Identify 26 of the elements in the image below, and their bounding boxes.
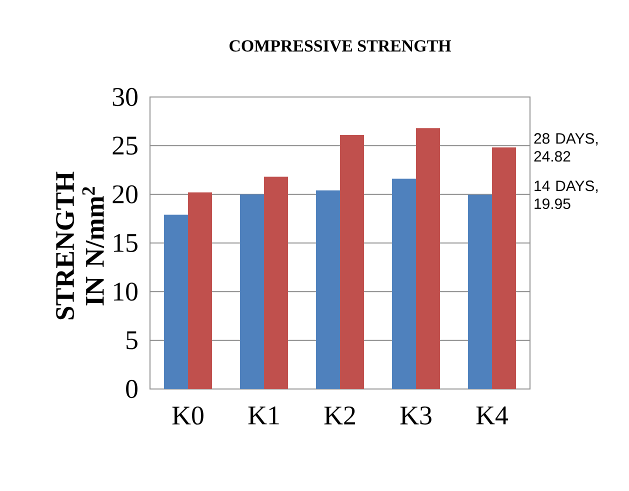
bar	[164, 214, 188, 389]
y-tick-label: 15	[114, 234, 138, 252]
y-tick-label: 5	[126, 331, 138, 350]
y-tick-label: 20	[112, 185, 138, 204]
bar	[392, 178, 416, 389]
bar	[316, 190, 340, 389]
bar	[188, 192, 212, 389]
y-tick-label: 10	[114, 282, 138, 301]
annotation: 28 DAYS, 24.82	[534, 133, 598, 162]
y-axis-title: STRENGTH IN N/mm$^{2}$	[56, 172, 104, 320]
y-tick-label: 30	[112, 88, 138, 106]
bar	[240, 194, 264, 389]
y-tick-label: 0	[126, 380, 138, 398]
x-tick-label: K3	[400, 406, 432, 425]
y-tick-label: 25	[112, 136, 138, 155]
bar	[492, 147, 516, 389]
x-tick-label: K1	[248, 406, 279, 424]
bar	[264, 176, 288, 389]
bar	[468, 194, 492, 389]
bar	[340, 134, 364, 389]
annotation: 14 DAYS, 19.95	[534, 180, 598, 210]
chart-title: COMPRESSIVE STRENGTH	[230, 40, 451, 52]
x-tick-label: K4	[476, 406, 508, 424]
x-tick-label: K2	[324, 406, 355, 424]
x-tick-label: K0	[172, 406, 204, 425]
bar	[416, 128, 440, 389]
